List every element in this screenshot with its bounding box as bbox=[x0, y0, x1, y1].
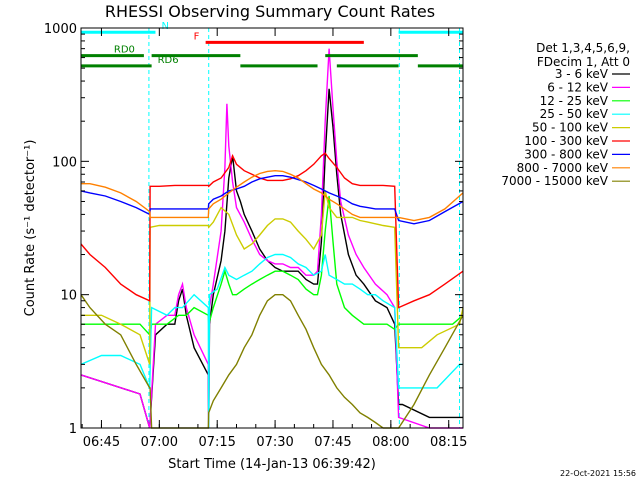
legend-label-4: 50 - 100 keV bbox=[532, 121, 609, 135]
y-tick-label-0: 1 bbox=[69, 422, 77, 437]
legend-label-2: 12 - 25 keV bbox=[540, 94, 609, 108]
x-tick-label-5: 08:00 bbox=[372, 435, 409, 450]
flag-label-f: F bbox=[194, 31, 200, 42]
x-tick-label-1: 07:00 bbox=[141, 435, 178, 450]
legend-header-1: FDecim 1, Att 0 bbox=[537, 55, 630, 69]
legend-label-6: 300 - 800 keV bbox=[524, 147, 608, 161]
x-tick-label-0: 06:45 bbox=[83, 435, 120, 450]
series-line-7 bbox=[81, 169, 464, 222]
legend-label-8: 7000 - 15000 keV bbox=[501, 174, 608, 188]
series-line-6 bbox=[80, 174, 464, 225]
series-line-4 bbox=[81, 190, 464, 365]
y-axis: 1 10 100 1000 bbox=[44, 22, 463, 437]
y-tick-label-2: 100 bbox=[52, 155, 77, 170]
y-tick-label-1: 10 bbox=[60, 289, 77, 304]
series-line-2 bbox=[81, 195, 464, 336]
y-tick-label-3: 1000 bbox=[44, 22, 77, 37]
timestamp-label: 22-Oct-2021 15:56 bbox=[560, 469, 636, 478]
series-line-3 bbox=[80, 253, 463, 429]
legend-header-0: Det 1,3,4,5,6,9, bbox=[536, 41, 630, 55]
y-axis-label: Count Rate (s⁻¹ detector⁻¹) bbox=[23, 140, 38, 317]
legend-label-3: 25 - 50 keV bbox=[540, 107, 609, 121]
x-axis: 06:45 07:00 07:15 07:30 07:45 08:00 08:15 bbox=[81, 28, 467, 450]
x-tick-label-4: 07:45 bbox=[314, 435, 351, 450]
x-tick-label-2: 07:15 bbox=[198, 435, 235, 450]
x-axis-label: Start Time (14-Jan-13 06:39:42) bbox=[168, 457, 376, 472]
series-line-1 bbox=[80, 48, 463, 429]
x-tick-label-3: 07:30 bbox=[256, 435, 293, 450]
legend-label-7: 800 - 7000 keV bbox=[517, 161, 609, 175]
series-line-8 bbox=[80, 294, 464, 429]
plot-area: N F RD0 RD6 bbox=[80, 21, 464, 429]
plot-frame bbox=[80, 27, 464, 429]
flag-label-rd0: RD0 bbox=[114, 45, 135, 56]
legend-label-0: 3 - 6 keV bbox=[555, 67, 609, 81]
flag-label-n: N bbox=[161, 21, 168, 32]
legend-label-5: 100 - 300 keV bbox=[524, 134, 608, 148]
flag-label-rd6: RD6 bbox=[158, 55, 179, 66]
series-line-5 bbox=[80, 152, 464, 309]
legend: Det 1,3,4,5,6,9,FDecim 1, Att 03 - 6 keV… bbox=[501, 41, 630, 188]
legend-label-1: 6 - 12 keV bbox=[547, 80, 609, 94]
chart-title: RHESSI Observing Summary Count Rates bbox=[105, 2, 435, 21]
x-tick-label-6: 08:15 bbox=[430, 435, 467, 450]
